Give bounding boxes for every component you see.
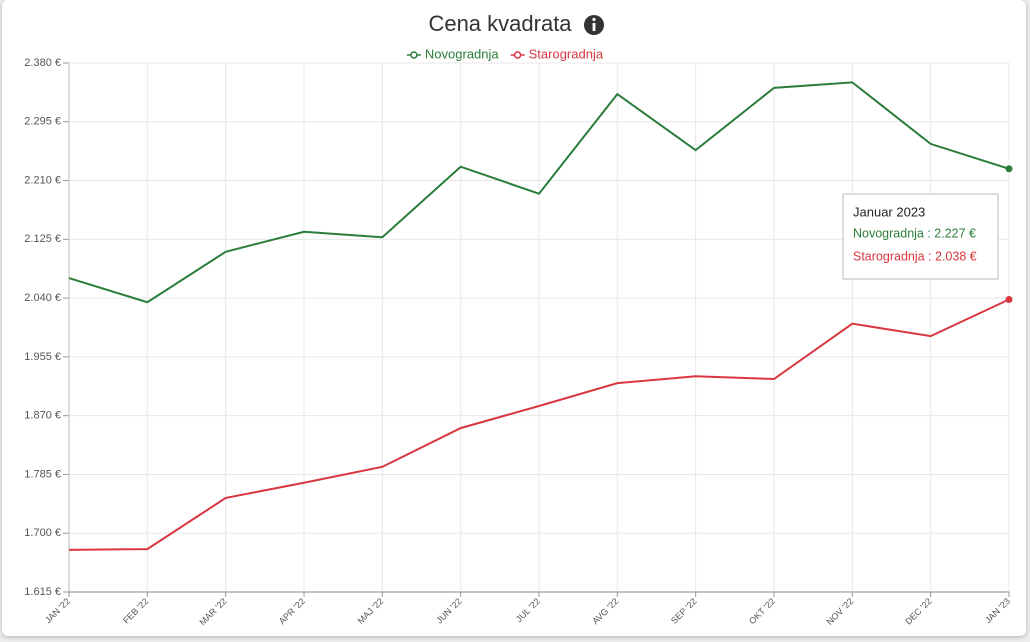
tooltip-box	[842, 193, 999, 280]
info-icon[interactable]	[584, 15, 604, 35]
x-tick-label: SEP '22	[669, 596, 699, 626]
y-tick-label: 1.615 €	[24, 586, 61, 598]
legend-label: Starogradnja	[529, 46, 604, 61]
x-tick-label: DEC '22	[903, 596, 934, 627]
series-line	[68, 81, 1010, 304]
x-tick-label: JAN '23	[983, 596, 1012, 625]
y-tick-label: 2.380 €	[24, 57, 61, 69]
x-tick-label: NOV '22	[825, 596, 856, 627]
y-tick-label: 1.785 €	[24, 468, 61, 480]
legend: Novogradnja Starogradnja	[406, 46, 604, 61]
y-tick-label: 2.040 €	[24, 292, 61, 304]
tooltip-title: Januar 2023	[853, 204, 925, 219]
tooltip: Januar 2023 Novogradnja : 2.227 € Starogra…	[842, 193, 999, 280]
legend-item[interactable]: Novogradnja	[406, 46, 499, 61]
x-tick-label: APR '22	[277, 596, 307, 626]
y-tick-label: 1.955 €	[24, 351, 61, 363]
hover-point	[1005, 295, 1013, 303]
x-tick-label: MAJ '22	[356, 596, 386, 626]
y-tick-label: 1.870 €	[24, 410, 61, 422]
legend-item[interactable]: Starogradnja	[510, 46, 604, 61]
x-tick-label: JAN '22	[43, 596, 72, 625]
legend-marker	[513, 51, 522, 59]
x-tick-label: FEB '22	[121, 596, 151, 626]
legend-marker	[410, 51, 418, 59]
series-line	[68, 298, 1010, 551]
hover-point	[1005, 165, 1013, 173]
y-tick-label: 1.700 €	[24, 527, 61, 539]
x-tick-label: AVG '22	[590, 596, 620, 626]
legend-label: Novogradnja	[425, 46, 499, 61]
tooltip-line: Starogradnja : 2.038 €	[853, 249, 977, 263]
chart-title: Cena kvadrata	[428, 11, 572, 36]
y-tick-label: 2.210 €	[24, 174, 61, 186]
x-tick-label: OKT '22	[747, 596, 777, 626]
x-tick-label: JUL '22	[514, 596, 542, 624]
y-tick-label: 2.125 €	[24, 233, 61, 245]
tooltip-line: Novogradnja : 2.227 €	[853, 226, 976, 240]
y-tick-label: 2.295 €	[24, 116, 61, 128]
x-tick-label: JUN '22	[434, 596, 464, 626]
x-tick-label: MAR '22	[197, 596, 228, 627]
